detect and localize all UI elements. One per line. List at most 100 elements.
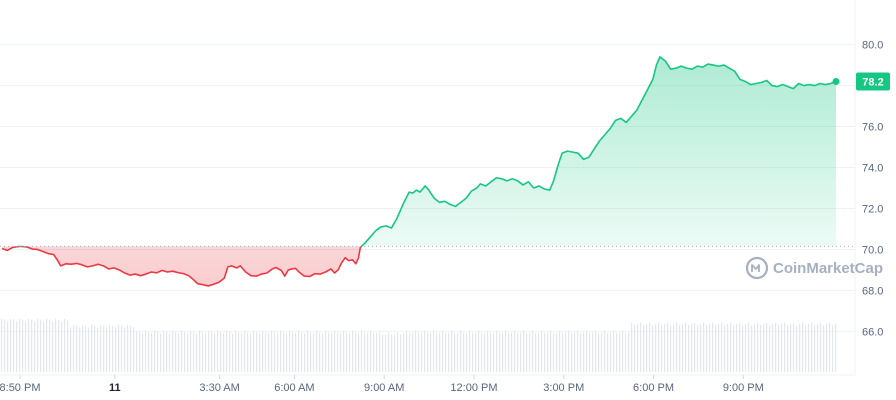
volume-bar [76,325,78,372]
volume-bar [277,333,279,372]
volume-bar [7,321,9,372]
volume-bar [181,330,183,372]
volume-bar [715,325,717,372]
volume-bar [40,319,42,372]
volume-bar [775,322,777,372]
volume-bar [520,332,522,372]
volume-bar [559,330,561,372]
volume-bar [466,332,468,372]
volume-bar [565,332,567,372]
volume-bar [82,324,84,372]
volume-bar [289,330,291,372]
volume-bar [544,332,546,372]
volume-bar [73,324,75,372]
volume-bar [541,330,543,372]
volume-bar [430,332,432,372]
volume-bar [406,330,408,372]
volume-bar [532,330,534,372]
y-tick-label: 68.0 [862,285,883,297]
volume-bar [163,330,165,372]
volume-bar [568,330,570,372]
volume-bar [754,323,756,372]
volume-bar [310,332,312,372]
volume-bar [262,330,264,372]
volume-bar [598,333,600,372]
volume-bar [625,333,627,372]
volume-bar [505,330,507,372]
x-tick-label: 12:00 PM [450,382,497,394]
volume-bar [223,333,225,372]
volume-bar [352,330,354,372]
volume-bar [439,332,441,372]
volume-bar [511,332,513,372]
volume-bar [490,332,492,372]
volume-bar [517,332,519,372]
volume-bar [328,332,330,372]
volume-bar [709,324,711,372]
volume-bar [820,322,822,372]
volume-bar [829,322,831,372]
volume-bar [739,322,741,372]
volume-bar [118,324,120,372]
volume-bar [724,325,726,372]
volume-bar [307,330,309,372]
volume-bar [49,319,51,372]
volume-bar [487,330,489,372]
volume-bar [382,334,384,372]
price-area-down [2,246,362,286]
volume-bar [727,324,729,372]
volume-bar [745,324,747,372]
volume-bar [772,323,774,372]
volume-bar [361,330,363,372]
volume-bar [106,327,108,372]
volume-bar [88,327,90,372]
volume-bar [637,324,639,372]
x-tick-label: 6:00 AM [274,382,314,394]
volume-bar [391,334,393,372]
volume-bar [415,330,417,372]
volume-bar [61,321,63,372]
volume-bar [661,325,663,372]
volume-bar [634,325,636,372]
volume-bar [778,325,780,372]
volume-bar [451,330,453,372]
volume-bar [655,324,657,372]
volume-bar [733,325,735,372]
volume-bar [688,325,690,372]
volume-bar [217,330,219,372]
volume-bar [706,325,708,372]
volume-bar [562,332,564,372]
volume-bar [700,324,702,372]
volume-bar [127,324,129,372]
volume-bar [175,331,177,372]
x-axis-ticks: 8:50 PM 11 3:30 AM 6:00 AM 9:00 AM 12:00 PM 3:… [0,375,764,394]
price-area-up [2,56,836,247]
current-price-label: 78.2 [862,76,883,88]
volume-bar [379,332,381,372]
volume-bar [784,322,786,372]
volume-bar [91,324,93,372]
volume-bar [550,330,552,372]
volume-bar [31,319,33,372]
volume-bar [553,332,555,372]
volume-bar [592,332,594,372]
volume-bar [781,323,783,372]
volume-bar [766,322,768,372]
volume-bar [34,321,36,372]
volume-bar [802,322,804,372]
volume-bar [367,332,369,372]
volume-bar [760,325,762,372]
volume-bar [757,322,759,372]
volume-bar [67,319,69,372]
volume-bar [421,332,423,372]
volume-bar [640,322,642,372]
volume-bar [442,330,444,372]
volume-bar [160,333,162,372]
coinmarketcap-logo-icon [745,256,769,280]
price-line-up [14,56,837,247]
volume-bar [394,334,396,372]
price-line-down [1,246,363,287]
volume-bar [385,334,387,372]
